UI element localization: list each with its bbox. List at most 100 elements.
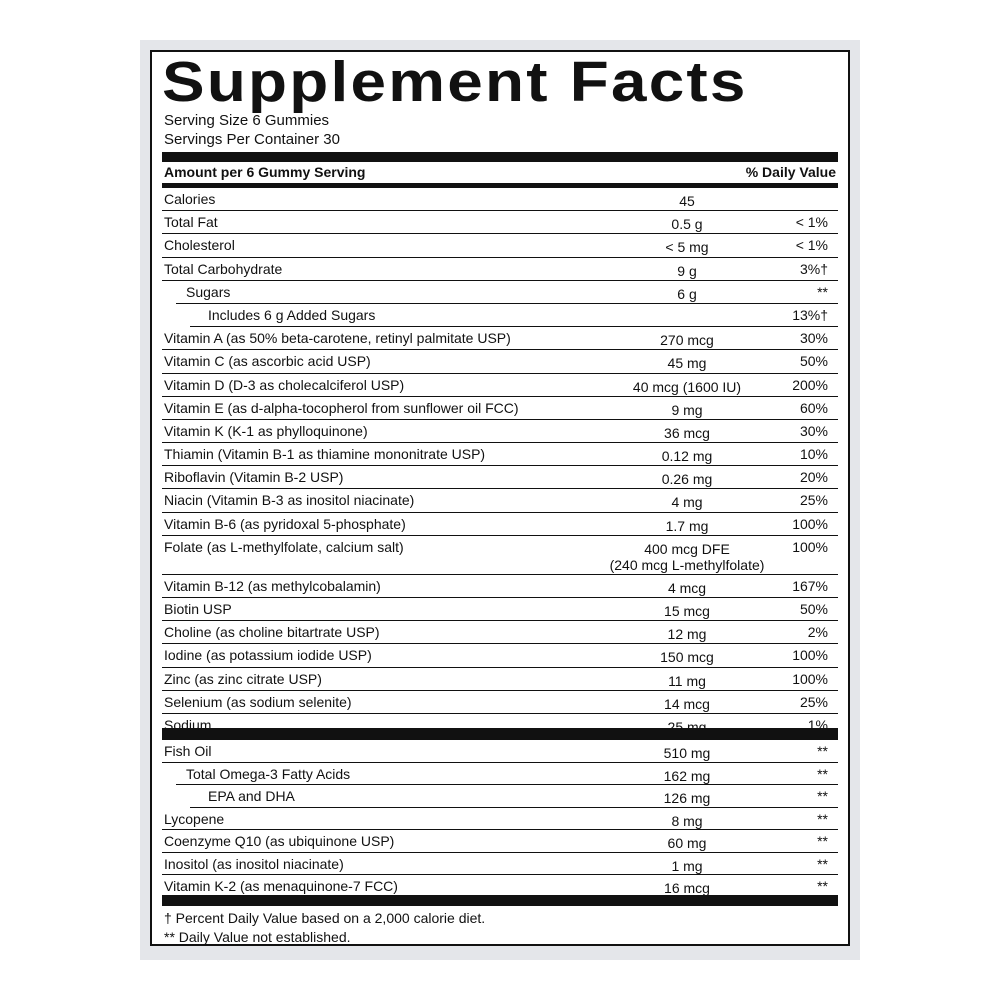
nutrient-row: Selenium (as sodium selenite) 14 mcg 25% <box>162 691 838 714</box>
nutrient-name: Sugars <box>186 283 231 300</box>
amount-value: 9 mg <box>671 401 703 418</box>
nutrient-row: Fish Oil 510 mg ** <box>162 740 838 763</box>
daily-value: ** <box>817 743 828 759</box>
footnote-asterisk: ** Daily Value not established. <box>164 929 351 945</box>
nutrient-row: Total Fat 0.5 g < 1% <box>162 211 838 235</box>
nutrient-row: Total Omega-3 Fatty Acids 162 mg ** <box>176 763 838 785</box>
amount-value: 16 mcg <box>664 880 710 896</box>
nutrient-amount: 1 mg <box>597 858 777 874</box>
daily-value: 100% <box>792 538 828 555</box>
amount-value: 270 mcg <box>660 332 714 349</box>
nutrient-name: Thiamin (Vitamin B-1 as thiamine mononit… <box>164 446 486 463</box>
nutrient-name: Lycopene <box>164 810 225 827</box>
nutrient-row: Vitamin C (as ascorbic acid USP) 45 mg 50% <box>162 350 838 374</box>
nutrient-row: Thiamin (Vitamin B-1 as thiamine mononit… <box>162 443 838 467</box>
nutrient-name: Inositol (as inositol niacinate) <box>164 855 344 872</box>
nutrient-amount: 1.7 mg <box>597 518 777 534</box>
nutrient-name: Total Fat <box>164 214 218 231</box>
amount-value: 8 mg <box>671 812 703 829</box>
nutrient-amount: 40 mcg (1600 IU) <box>597 379 777 395</box>
amount-value: 0.5 g <box>671 216 703 233</box>
amount-value: 4 mcg <box>667 579 707 596</box>
nutrient-amount: 126 mg <box>597 790 777 806</box>
amount-value: 4 mg <box>671 494 703 511</box>
nutrient-name: Riboflavin (Vitamin B-2 USP) <box>164 469 344 486</box>
nutrient-amount: 0.5 g <box>597 216 777 232</box>
nutrient-name: Coenzyme Q10 (as ubiquinone USP) <box>164 833 395 849</box>
amount-value: 36 mcg <box>664 424 710 441</box>
nutrient-row: Biotin USP 15 mcg 50% <box>162 598 838 622</box>
daily-value: ** <box>817 833 828 849</box>
nutrient-name: Vitamin A (as 50% beta-carotene, retinyl… <box>164 330 511 347</box>
nutrient-name: Vitamin B-12 (as methylcobalamin) <box>164 577 381 594</box>
nutrient-amount: 400 mcg DFE (240 mcg L-methylfolate) <box>597 541 777 573</box>
daily-value: 2% <box>807 624 828 641</box>
nutrient-row: Inositol (as inositol niacinate) 1 mg ** <box>162 853 838 875</box>
panel-title: Supplement Facts <box>162 50 748 114</box>
nutrient-amount: 150 mcg <box>597 649 777 665</box>
nutrient-row: Vitamin E (as d-alpha-tocopherol from su… <box>162 397 838 420</box>
nutrient-row: Vitamin A (as 50% beta-carotene, retinyl… <box>162 327 838 351</box>
amount-value: 6 g <box>677 285 697 302</box>
nutrient-name: Choline (as choline bitartrate USP) <box>164 624 380 641</box>
daily-value: ** <box>817 788 828 804</box>
amount-value: 12 mg <box>667 626 707 643</box>
nutrient-amount: 4 mcg <box>597 580 777 596</box>
amount-value: 0.26 mg <box>661 471 713 488</box>
nutrient-amount: < 5 mg <box>597 239 777 255</box>
amount-header: Amount per 6 Gummy Serving <box>164 164 366 180</box>
nutrient-name: Vitamin B-6 (as pyridoxal 5-phosphate) <box>164 515 406 532</box>
daily-value: 100% <box>792 647 828 664</box>
amount-value: 1.7 mg <box>665 517 709 534</box>
nutrient-amount: 15 mcg <box>597 603 777 619</box>
nutrient-amount: 11 mg <box>597 673 777 689</box>
nutrient-name: Calories <box>164 191 216 207</box>
nutrient-row: Vitamin B-6 (as pyridoxal 5-phosphate) 1.… <box>162 513 838 536</box>
nutrient-row: Zinc (as zinc citrate USP) 11 mg 100% <box>162 668 838 691</box>
nutrient-row: Includes 6 g Added Sugars 13%† <box>190 304 838 328</box>
nutrient-amount: 510 mg <box>597 745 777 761</box>
thick-divider <box>162 895 838 906</box>
nutrient-row: Calories 45 <box>162 188 838 212</box>
nutrient-amount: 6 g <box>597 286 777 302</box>
amount-value: 9 g <box>677 262 697 279</box>
nutrient-amount: 14 mcg <box>597 696 777 712</box>
nutrient-row: EPA and DHA 126 mg ** <box>190 785 838 808</box>
daily-value: ** <box>817 765 828 782</box>
nutrient-name: Fish Oil <box>164 743 212 759</box>
nutrient-name: Vitamin D (D-3 as cholecalciferol USP) <box>164 376 405 393</box>
nutrient-row: Total Carbohydrate 9 g 3%† <box>162 258 838 281</box>
amount-value: 400 mcg DFE <box>644 540 730 557</box>
daily-value: 100% <box>792 670 828 687</box>
daily-value: 30% <box>799 422 828 439</box>
footnote-dagger: † Percent Daily Value based on a 2,000 c… <box>164 910 486 926</box>
nutrient-name: Zinc (as zinc citrate USP) <box>164 670 322 687</box>
nutrient-name: Vitamin K-2 (as menaquinone-7 FCC) <box>164 878 398 894</box>
nutrient-amount: 9 mg <box>597 402 777 418</box>
nutrient-name: Niacin (Vitamin B-3 as inositol niacinat… <box>164 492 415 509</box>
nutrient-amount: 45 mg <box>597 355 777 371</box>
nutrient-amount: 60 mg <box>597 835 777 851</box>
amount-detail: (240 mcg L-methylfolate) <box>609 556 765 573</box>
daily-value: 30% <box>799 330 828 347</box>
nutrient-row: Vitamin B-12 (as methylcobalamin) 4 mcg 16… <box>162 575 838 598</box>
daily-value: 13%† <box>792 306 828 323</box>
nutrient-amount: 36 mcg <box>597 425 777 441</box>
nutrient-name: Vitamin C (as ascorbic acid USP) <box>164 353 371 370</box>
supplement-facts-panel: Supplement Facts Serving Size 6 Gummies … <box>150 50 850 946</box>
nutrient-amount: 8 mg <box>597 813 777 829</box>
nutrient-amount: 4 mg <box>597 494 777 510</box>
nutrient-name: EPA and DHA <box>208 788 295 804</box>
header-divider <box>162 183 838 188</box>
daily-value: 25% <box>799 693 828 710</box>
daily-value: ** <box>817 855 828 872</box>
daily-value: 25% <box>799 492 828 509</box>
daily-value: 20% <box>799 469 828 486</box>
nutrient-amount: 270 mcg <box>597 332 777 348</box>
amount-value: 126 mg <box>663 790 711 806</box>
daily-value: 200% <box>792 376 828 393</box>
daily-value: ** <box>817 878 828 894</box>
amount-value: 162 mg <box>663 767 711 784</box>
daily-value: 50% <box>799 353 828 370</box>
amount-value: 0.12 mg <box>661 448 713 465</box>
